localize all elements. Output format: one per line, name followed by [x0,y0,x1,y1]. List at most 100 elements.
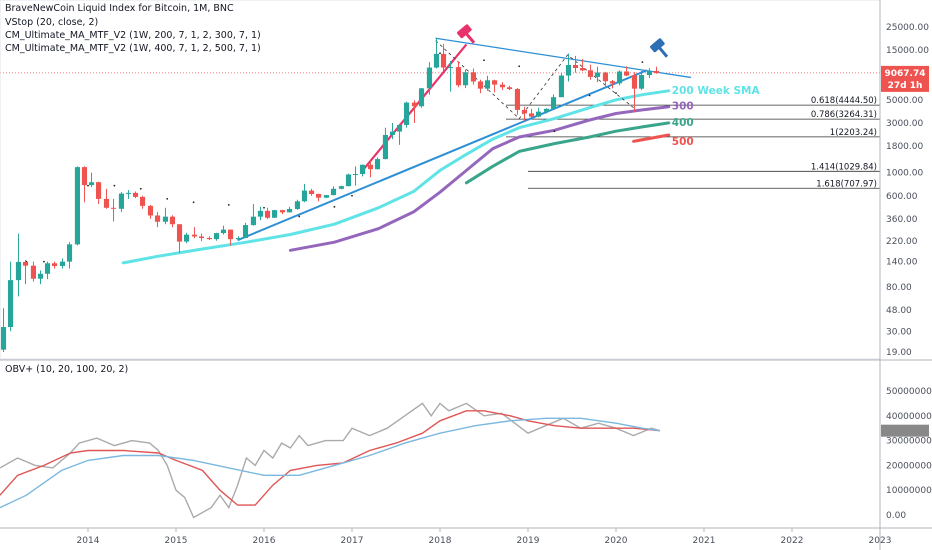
candle [220,225,227,235]
price-tick-label: 1800.00 [886,142,923,152]
candle-body [426,67,433,89]
gavel-pink-icon [457,24,476,44]
candle-body [110,207,117,209]
candle [433,37,440,69]
time-tick-label: 2020 [605,536,628,546]
candle-body [125,192,132,194]
obv-series-1 [0,410,661,506]
candle [250,204,257,226]
candle-body [543,108,550,112]
candle [535,107,542,118]
candle [95,181,102,205]
candle [132,191,139,199]
candle-body [440,53,447,68]
price-tag-value: 9067.74 [885,69,926,79]
candle [227,229,234,246]
price-tick-label: 25000.00 [886,23,929,33]
fib-level-label: 0.786(3264.31) [811,110,877,120]
candle [88,172,95,187]
obv-tick-label: 20000000.00 [886,461,932,471]
time-tick-label: 2016 [253,536,276,546]
candle [74,166,81,246]
candle-body [470,72,477,82]
candle [616,70,623,86]
sma200-label: 200 Week SMA [672,85,761,97]
obv-tick-label: 30000000.00 [886,437,932,447]
candle-body [572,64,579,69]
vstop-dot [333,205,336,208]
chart-title: BraveNewCoin Liquid Index for Bitcoin, 1… [5,3,234,14]
candle [587,64,594,80]
candle [440,43,447,72]
gavel-pink-icon-head [457,24,472,39]
obv-tick-label: 0.00 [886,511,906,521]
candle [521,106,528,121]
candle-body [345,174,352,187]
candle-body [367,164,374,170]
candle-body [264,210,271,218]
obv-tick-label: 50000000.00 [886,387,932,397]
candle [579,59,586,72]
ma400-label: 400 [672,117,694,129]
candle [147,204,154,219]
candle [162,207,169,225]
candle [623,66,630,77]
candle-body [609,81,616,84]
price-tick-label: 220.00 [886,237,918,247]
candle-body [587,70,594,77]
candle-body [594,72,601,77]
candle-body [257,210,264,217]
candle [367,160,374,178]
candle [374,157,381,170]
candle [602,71,609,88]
candle [470,68,477,85]
price-tick-label: 3000.00 [886,119,923,129]
price-tag-box [881,65,929,92]
candle [183,232,190,244]
ma1-legend: CM_Ultimate_MA_MTF_V2 (1W, 200, 7, 1, 2,… [5,30,261,41]
candle-body [579,68,586,71]
candle-body [227,229,234,240]
candle [271,209,278,218]
candle-body [37,273,44,279]
price-tick-label: 15000.00 [886,46,929,56]
vstop-dot [263,206,265,209]
candle-body [118,193,125,209]
candle [382,127,389,160]
candle [638,71,645,91]
candle [462,69,469,88]
candle [594,66,601,83]
vstop-dot [518,65,521,68]
candle [15,233,22,297]
candle-body [250,216,257,226]
candle-body [235,237,242,240]
price-tick-label: 48.00 [886,306,912,316]
moving-averages: 200 Week SMA 300 400 500 [121,85,761,265]
vstop-dot [351,194,353,197]
candle-body [279,210,286,213]
candle [286,206,293,213]
candle-body [88,182,95,186]
candle-body [213,233,220,240]
candle-body [301,190,308,202]
candle [81,166,88,203]
candle-body [565,64,572,76]
candle [330,186,337,196]
candle-body [653,71,660,73]
vstop-dot [553,130,556,133]
candle [484,75,491,91]
candle-body [323,195,330,198]
candle-body [558,75,565,98]
obv-tag-box [881,424,929,437]
candle [455,61,462,88]
candle-body [616,71,623,84]
time-tick-label: 2021 [693,536,716,546]
candle-body [521,109,528,114]
candle [403,101,410,128]
candle-body [191,234,198,237]
candle-body [271,210,278,218]
candle [242,222,249,239]
fib-level-label: 1.414(1029.84) [811,162,877,172]
vstop-dot [298,215,301,218]
